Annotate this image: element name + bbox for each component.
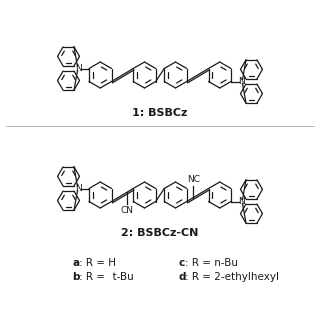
Text: : R = 2-ethylhexyl: : R = 2-ethylhexyl <box>185 272 279 282</box>
Text: CN: CN <box>120 206 133 215</box>
Text: d: d <box>178 272 186 282</box>
Text: : R = n-Bu: : R = n-Bu <box>185 258 238 268</box>
Text: NC: NC <box>187 175 200 184</box>
Text: : R = H: : R = H <box>79 258 116 268</box>
Text: N: N <box>76 184 82 193</box>
Text: N: N <box>238 77 244 86</box>
Text: N: N <box>238 197 244 206</box>
Text: c: c <box>178 258 184 268</box>
Text: a: a <box>72 258 79 268</box>
Text: N: N <box>76 64 82 73</box>
Text: : R =   t-Bu: : R = t-Bu <box>79 272 134 282</box>
Text: b: b <box>72 272 79 282</box>
Text: 1: BSBCz: 1: BSBCz <box>132 108 188 118</box>
Text: 2: BSBCz-CN: 2: BSBCz-CN <box>121 228 199 238</box>
